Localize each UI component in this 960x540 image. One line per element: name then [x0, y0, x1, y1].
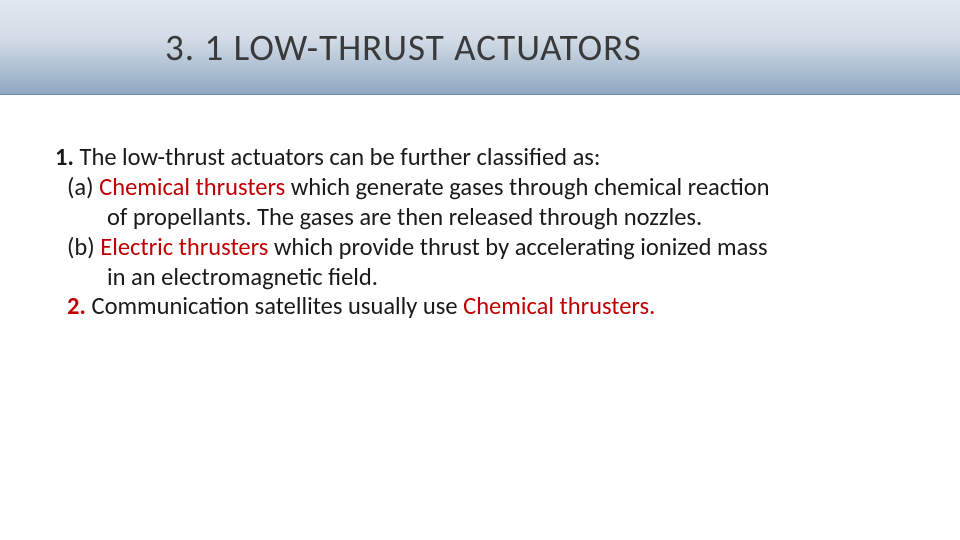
- item-2-term: Chemical thrusters: [463, 291, 649, 321]
- subitem-a-line1: (a) Chemical thrusters which generate ga…: [67, 173, 905, 203]
- slide-title: 3. 1 LOW-THRUST ACTUATORS: [165, 25, 642, 70]
- subitem-a-rest1: which generate gases through chemical re…: [285, 172, 769, 202]
- subitem-a-label: (a): [67, 172, 99, 202]
- item-2: 2. Communication satellites usually use …: [67, 292, 905, 322]
- item-1: 1. The low-thrust actuators can be furth…: [55, 143, 905, 173]
- subitem-b-line1: (b) Electric thrusters which provide thr…: [67, 233, 905, 263]
- subitem-b-term: Electric thrusters: [100, 232, 268, 262]
- subitem-b-label: (b): [67, 232, 100, 262]
- subitem-b-line2: in an electromagnetic field.: [55, 263, 905, 293]
- item-2-number: 2.: [67, 291, 86, 321]
- subitem-a-term: Chemical thrusters: [99, 172, 285, 202]
- item-2-text1: Communication satellites usually use: [86, 291, 463, 321]
- slide-body: 1. The low-thrust actuators can be furth…: [0, 95, 960, 322]
- slide: 3. 1 LOW-THRUST ACTUATORS 1. The low-thr…: [0, 0, 960, 540]
- item-1-number: 1.: [55, 142, 74, 172]
- title-band: 3. 1 LOW-THRUST ACTUATORS: [0, 0, 960, 95]
- item-1-text: The low-thrust actuators can be further …: [74, 142, 600, 172]
- subitem-a-line2: of propellants. The gases are then relea…: [55, 203, 905, 233]
- subitem-b-rest1: which provide thrust by accelerating ion…: [268, 232, 767, 262]
- item-2-text2: .: [649, 291, 655, 321]
